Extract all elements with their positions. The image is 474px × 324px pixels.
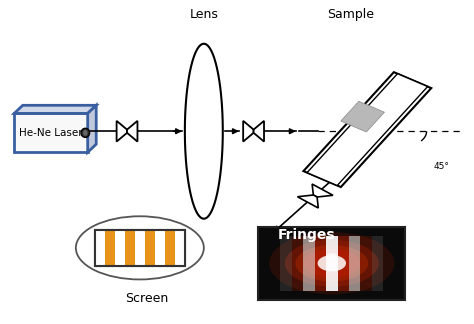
Bar (135, 230, 145, 266)
Polygon shape (341, 101, 384, 132)
Bar (281, 236, 292, 291)
Text: Fringes: Fringes (278, 228, 336, 242)
Polygon shape (312, 184, 333, 197)
Polygon shape (254, 121, 264, 142)
Bar (258, 227, 405, 300)
Text: Lens: Lens (190, 8, 218, 21)
Bar (95, 230, 105, 266)
Bar (155, 230, 165, 266)
Bar (337, 236, 349, 291)
Ellipse shape (269, 232, 394, 294)
Bar (315, 236, 326, 291)
Polygon shape (298, 195, 318, 208)
Bar (125, 230, 135, 266)
Ellipse shape (83, 130, 87, 136)
Text: 45°: 45° (434, 162, 449, 171)
Bar (372, 236, 383, 291)
Polygon shape (88, 105, 96, 152)
Text: Screen: Screen (125, 292, 169, 305)
Polygon shape (117, 121, 127, 142)
Polygon shape (185, 44, 223, 219)
Ellipse shape (303, 249, 361, 277)
Ellipse shape (326, 253, 337, 261)
Bar (360, 236, 372, 291)
Bar (175, 230, 185, 266)
Ellipse shape (285, 240, 379, 287)
Polygon shape (243, 121, 254, 142)
Bar (349, 236, 360, 291)
Bar (145, 230, 155, 266)
Text: Sample: Sample (327, 8, 374, 21)
Bar (95, 230, 185, 266)
Polygon shape (303, 72, 431, 187)
Bar (95, 230, 185, 266)
Ellipse shape (76, 216, 204, 279)
Text: He-Ne Laser: He-Ne Laser (19, 128, 83, 138)
Ellipse shape (295, 245, 368, 281)
Ellipse shape (81, 128, 90, 137)
Bar (115, 230, 125, 266)
Bar (292, 236, 303, 291)
Bar (165, 230, 175, 266)
Polygon shape (127, 121, 137, 142)
Bar (14, 113, 88, 152)
Polygon shape (14, 105, 96, 113)
Bar (303, 236, 315, 291)
Polygon shape (307, 74, 428, 186)
Ellipse shape (318, 255, 346, 272)
Bar (105, 230, 115, 266)
Bar (326, 236, 337, 291)
